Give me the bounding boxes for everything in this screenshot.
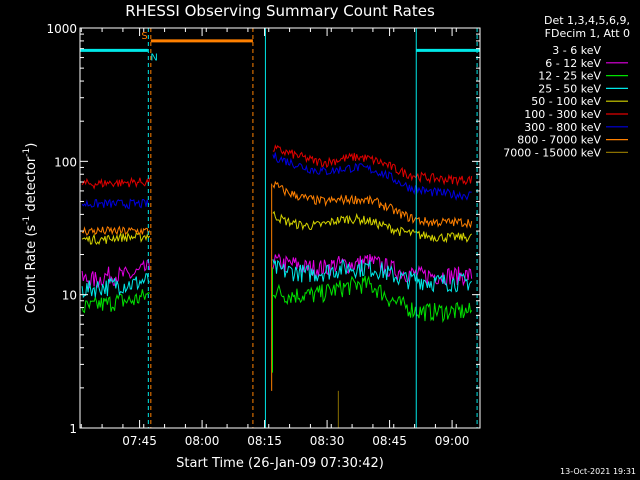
y-tick-label: 10 [62,289,77,303]
series-line-post-gap [272,152,472,201]
legend-label: 6 - 12 keV [545,57,601,70]
legend-label: 300 - 800 keV [524,121,601,134]
chart-title: RHESSI Observing Summary Count Rates [125,2,435,20]
x-tick-label: 08:30 [310,434,345,448]
series-line-pre-gap [81,225,151,236]
series-line-post-gap [272,286,473,336]
series-25-50-kev [81,258,472,299]
series-line-pre-gap [81,258,151,289]
series-line-post-gap [272,258,472,293]
y-axis-label: Count Rate (s-1 detector-1) [22,143,39,314]
series-line-pre-gap [81,231,151,246]
plot-frame [79,27,481,429]
legend-label: 25 - 50 keV [538,82,601,95]
legend-label: 50 - 100 keV [531,95,601,108]
timestamp: 13-Oct-2021 19:31 [560,467,636,476]
series-100-300-kev [81,144,473,190]
series-800-7000-kev [81,180,473,236]
legend: Det 1,3,4,5,6,9, FDecim 1, Att 0 3 - 6 k… [503,14,630,159]
series-line-pre-gap [81,176,151,190]
flag-label-n: N [150,52,157,63]
series-line-post-gap [272,210,473,244]
legend-label: 100 - 300 keV [524,108,601,121]
legend-label: 3 - 6 keV [552,44,601,57]
y-tick-label: 1 [69,422,77,436]
y-tick-label: 100 [54,155,77,169]
x-axis-label: Start Time (26-Jan-09 07:30:42) [176,456,384,471]
series-line-post-gap [272,180,473,229]
legend-label: 12 - 25 keV [538,70,601,83]
series-line-pre-gap [81,198,150,210]
legend-header-line-1: Det 1,3,4,5,6,9, [544,14,630,27]
series-6-12-kev [81,253,473,289]
flag-label-s: S [141,31,147,42]
series-line-pre-gap [81,315,151,335]
y-tick-label: 1000 [46,22,77,36]
series-line-pre-gap [81,289,150,314]
axes-frame [79,27,481,429]
x-tick-label: 08:00 [185,434,220,448]
legend-header-line-2: FDecim 1, Att 0 [545,27,630,40]
plot-area: SN [80,28,480,428]
series-line-post-gap [272,275,473,323]
series-line-pre-gap [81,273,150,299]
legend-label: 7000 - 15000 keV [503,146,601,159]
series-line-post-gap [272,144,473,187]
series-12-25-kev [81,275,473,323]
x-tick-label: 07:45 [122,434,157,448]
axis-ticks: 1 10 100 1000 07:45 08:00 08:15 08:30 08:45 09:00 [46,22,480,448]
x-tick-label: 08:45 [372,434,407,448]
x-tick-label: 08:15 [247,434,282,448]
series-3-6-kev [81,286,473,336]
legend-label: 800 - 7000 keV [517,134,601,147]
series-300-800-kev [81,152,472,210]
series-line-post-gap [272,253,473,287]
x-tick-label: 09:00 [435,434,470,448]
series-50-100-kev [81,210,473,246]
